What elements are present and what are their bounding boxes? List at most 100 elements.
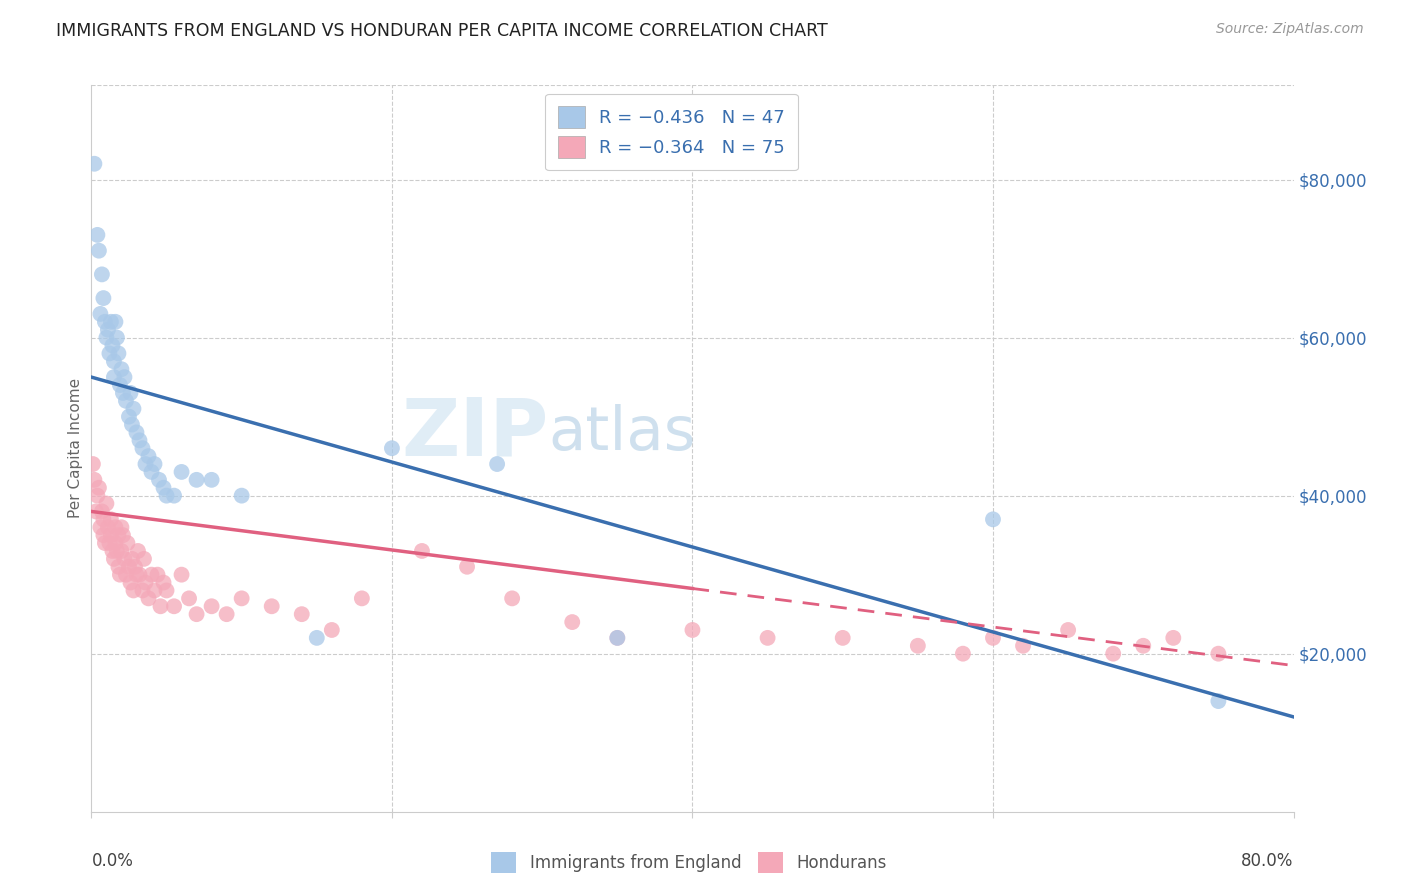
Point — [107, 346, 129, 360]
Point — [486, 457, 509, 471]
Point — [321, 623, 343, 637]
Point — [952, 647, 974, 661]
Point — [94, 315, 117, 329]
Point — [163, 599, 186, 614]
Point — [201, 599, 224, 614]
Point — [681, 623, 703, 637]
Point — [120, 385, 142, 400]
Point — [141, 567, 163, 582]
Point — [305, 631, 328, 645]
Point — [103, 354, 125, 368]
Point — [93, 528, 115, 542]
Point — [121, 417, 143, 432]
Point — [90, 268, 112, 282]
Text: ZIP: ZIP — [401, 394, 548, 473]
Point — [108, 378, 131, 392]
Point — [561, 615, 583, 629]
Point — [117, 536, 139, 550]
Point — [114, 552, 136, 566]
Point — [118, 559, 141, 574]
Point — [125, 425, 148, 440]
Point — [1208, 694, 1230, 708]
Point — [124, 559, 146, 574]
Point — [97, 323, 120, 337]
Point — [96, 497, 118, 511]
Point — [981, 512, 1004, 526]
Point — [170, 465, 193, 479]
Point — [93, 512, 115, 526]
Point — [94, 536, 117, 550]
Point — [108, 567, 131, 582]
Point — [104, 520, 127, 534]
Point — [101, 338, 124, 352]
Point — [115, 567, 138, 582]
Point — [170, 567, 193, 582]
Point — [152, 481, 174, 495]
Point — [138, 449, 160, 463]
Y-axis label: Per Capita Income: Per Capita Income — [67, 378, 83, 518]
Point — [122, 401, 145, 416]
Point — [456, 559, 478, 574]
Point — [107, 559, 129, 574]
Point — [103, 552, 125, 566]
Point — [128, 434, 150, 448]
Point — [1102, 647, 1125, 661]
Text: IMMIGRANTS FROM ENGLAND VS HONDURAN PER CAPITA INCOME CORRELATION CHART: IMMIGRANTS FROM ENGLAND VS HONDURAN PER … — [56, 22, 828, 40]
Point — [83, 157, 105, 171]
Point — [93, 291, 115, 305]
Point — [83, 473, 105, 487]
Point — [138, 591, 160, 606]
Point — [98, 536, 121, 550]
Point — [186, 607, 208, 622]
Point — [411, 544, 433, 558]
Point — [84, 504, 107, 518]
Point — [141, 465, 163, 479]
Point — [907, 639, 929, 653]
Legend: Immigrants from England, Hondurans: Immigrants from England, Hondurans — [485, 846, 893, 880]
Point — [122, 583, 145, 598]
Point — [89, 307, 111, 321]
Point — [100, 512, 122, 526]
Point — [606, 631, 628, 645]
Point — [103, 370, 125, 384]
Point — [134, 575, 156, 590]
Point — [291, 607, 314, 622]
Point — [981, 631, 1004, 645]
Point — [96, 330, 118, 344]
Point — [155, 489, 177, 503]
Point — [201, 473, 224, 487]
Text: atlas: atlas — [548, 404, 696, 463]
Text: Source: ZipAtlas.com: Source: ZipAtlas.com — [1216, 22, 1364, 37]
Point — [132, 552, 155, 566]
Point — [115, 393, 138, 408]
Point — [90, 504, 112, 518]
Point — [105, 544, 128, 558]
Point — [148, 473, 170, 487]
Point — [149, 599, 172, 614]
Point — [127, 544, 149, 558]
Point — [98, 346, 121, 360]
Point — [1057, 623, 1080, 637]
Point — [186, 473, 208, 487]
Point — [756, 631, 779, 645]
Point — [155, 583, 177, 598]
Point — [120, 575, 142, 590]
Point — [1208, 647, 1230, 661]
Point — [104, 536, 127, 550]
Point — [100, 315, 122, 329]
Point — [177, 591, 200, 606]
Point — [110, 544, 132, 558]
Point — [111, 528, 134, 542]
Point — [110, 362, 132, 376]
Point — [89, 520, 111, 534]
Point — [381, 442, 404, 455]
Point — [111, 385, 134, 400]
Point — [104, 315, 127, 329]
Point — [215, 607, 238, 622]
Point — [97, 520, 120, 534]
Point — [105, 330, 128, 344]
Point — [131, 583, 153, 598]
Point — [1161, 631, 1184, 645]
Point — [121, 552, 143, 566]
Point — [118, 409, 141, 424]
